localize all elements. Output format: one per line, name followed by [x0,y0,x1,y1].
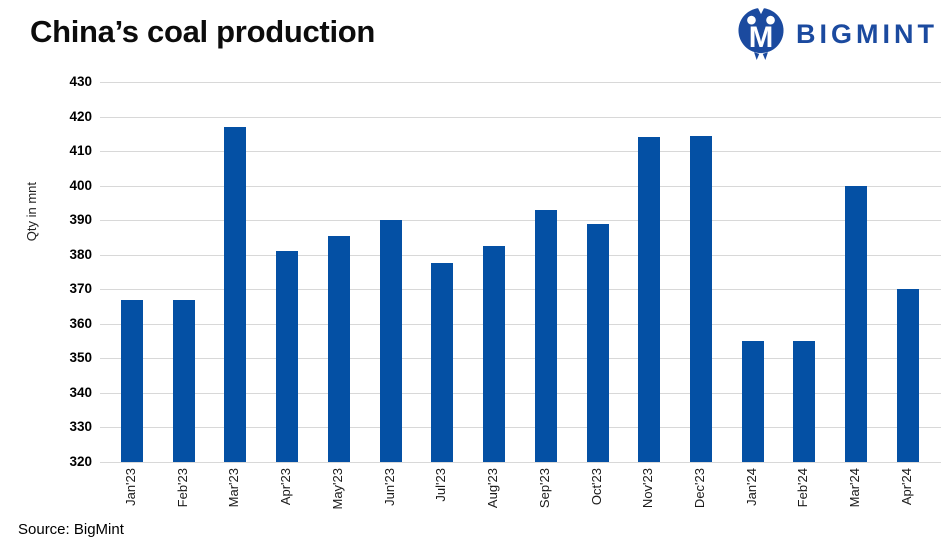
x-tick-label-text: Jul'23 [433,468,449,502]
y-tick-label: 390 [69,212,92,228]
x-tick-label: Apr'23 [278,468,293,508]
y-tick-label: 400 [69,177,92,193]
x-tick-label: Nov'23 [640,468,655,511]
bar-feb24 [793,341,816,462]
x-tick-label-text: Feb'24 [795,468,811,508]
bar-dec23 [690,136,713,462]
y-tick-label: 320 [69,454,92,469]
x-tick-label: Feb'23 [175,468,190,510]
y-tick-label: 380 [69,246,92,262]
bar-aug23 [483,246,506,462]
x-tick-label: Mar'24 [847,468,862,510]
gridline [100,116,941,118]
x-tick-label: Oct'23 [589,468,604,508]
y-tick-label: 430 [69,74,92,89]
bar-mar23 [224,126,247,462]
x-tick-label-text: Apr'23 [278,468,294,506]
y-tick-label: 410 [69,143,92,159]
gridline [100,462,941,463]
x-tick-label-text: May'23 [329,468,345,510]
x-tick-label: Dec'23 [692,468,707,511]
x-tick-label: Apr'24 [899,468,914,508]
y-tick-label: 370 [69,281,92,297]
x-tick-label-text: Jun'23 [381,468,397,506]
x-tick-label: Jan'23 [123,468,138,509]
x-tick-label-text: Feb'23 [174,468,190,508]
bar-apr23 [276,251,299,462]
x-tick-label: Sep'23 [537,468,552,511]
x-tick-label-text: Sep'23 [536,468,552,509]
bar-jul23 [431,263,454,462]
x-tick-label: Jun'23 [382,468,397,509]
x-tick-label-text: Nov'23 [640,468,656,509]
chart-title: China’s coal production [30,14,376,49]
bar-jun23 [379,220,402,462]
gridline [100,289,941,291]
gridline [100,220,941,222]
x-tick-label: Jan'24 [744,468,759,509]
y-tick-label: 420 [69,108,92,124]
bar-oct23 [586,223,609,462]
x-tick-label-text: Aug'23 [485,468,501,509]
gridline [100,358,941,360]
bar-jan23 [121,299,143,462]
bigmint-logo: M BIGMINT [735,6,938,62]
x-tick-label-text: Jan'24 [743,468,759,506]
gridline [100,82,941,83]
y-tick-label: 350 [69,350,92,366]
gridline [100,392,941,394]
source-note: Source: BigMint [18,521,124,538]
bigmint-logo-text: BIGMINT [796,18,938,49]
x-tick-label-text: Apr'24 [898,468,914,506]
bar-mar24 [845,185,868,462]
bar-feb23 [172,299,195,462]
bar-may23 [327,235,350,462]
svg-text:M: M [749,21,774,54]
x-tick-label-text: Oct'23 [588,468,604,506]
gridline [100,151,941,153]
gridline [100,427,941,429]
y-tick-label: 360 [69,315,92,331]
bigmint-logo-icon: M [738,7,784,60]
bar-nov23 [638,137,661,462]
gridline [100,323,941,325]
x-tick-label-text: Mar'24 [847,468,863,508]
x-tick-label-text: Mar'23 [226,468,242,508]
x-tick-label-text: Jan'23 [123,468,138,506]
bar-jan24 [741,341,764,462]
bar-sep23 [534,209,557,462]
x-tick-label-text: Dec'23 [692,468,708,509]
y-tick-label: 340 [69,384,92,400]
y-tick-label: 330 [69,419,92,435]
x-tick-label: Jul'23 [433,468,448,505]
gridline [100,254,941,256]
bar-apr24 [896,289,919,462]
x-tick-label: Feb'24 [795,468,810,510]
x-tick-label: Mar'23 [226,468,241,510]
x-tick-label: Aug'23 [485,468,500,511]
x-tick-label: May'23 [330,468,345,513]
gridline [100,185,941,187]
